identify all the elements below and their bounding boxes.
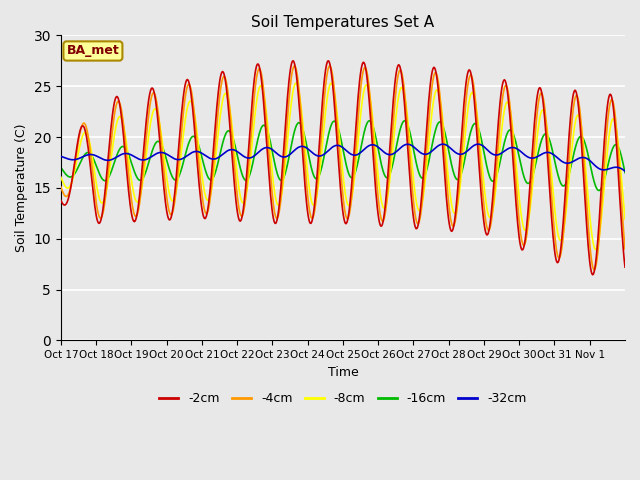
- Title: Soil Temperatures Set A: Soil Temperatures Set A: [252, 15, 435, 30]
- Text: BA_met: BA_met: [67, 45, 119, 58]
- X-axis label: Time: Time: [328, 366, 358, 379]
- Y-axis label: Soil Temperature (C): Soil Temperature (C): [15, 124, 28, 252]
- Legend: -2cm, -4cm, -8cm, -16cm, -32cm: -2cm, -4cm, -8cm, -16cm, -32cm: [154, 387, 531, 410]
